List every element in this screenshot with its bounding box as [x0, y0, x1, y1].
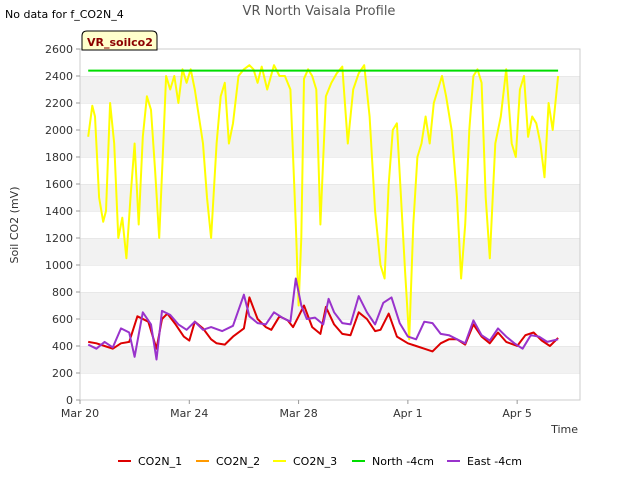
y-tick-label: 1600: [45, 178, 73, 191]
grid-band: [80, 211, 580, 238]
grid-band: [80, 130, 580, 157]
tag-box: [81, 30, 158, 51]
grid-band: [80, 346, 580, 373]
series-line-east-4cm: [87, 277, 559, 361]
no-data-note: No data for f_CO2N_4: [5, 8, 124, 21]
legend-label: North -4cm: [372, 455, 434, 468]
y-tick-label: 1400: [45, 205, 73, 218]
y-tick-label: 2600: [45, 43, 73, 56]
y-tick-label: 2200: [45, 97, 73, 110]
legend-label: CO2N_3: [293, 455, 337, 468]
x-axis-label: Time: [550, 423, 578, 436]
grid-band: [80, 319, 580, 346]
x-tick-label: Mar 28: [279, 407, 317, 420]
y-tick-label: 400: [52, 340, 73, 353]
y-tick-label: 2000: [45, 124, 73, 137]
y-tick-label: 600: [52, 313, 73, 326]
x-tick-label: Apr 1: [393, 407, 423, 420]
y-tick-label: 1000: [45, 259, 73, 272]
y-axis: 0 200 400 600 800 1000 1200 1400 1600 1800 2000 220…: [45, 43, 80, 407]
grid-band: [80, 265, 580, 292]
x-tick-label: Apr 5: [502, 407, 532, 420]
legend-label: CO2N_2: [216, 455, 260, 468]
grid-band: [80, 76, 580, 103]
series-layer: [87, 64, 560, 361]
y-tick-label: 2400: [45, 70, 73, 83]
y-tick-label: 1200: [45, 232, 73, 245]
y-axis-label: Soil CO2 (mV): [8, 187, 21, 264]
y-tick-label: 1800: [45, 151, 73, 164]
grid-band: [80, 373, 580, 400]
grid-band: [80, 103, 580, 130]
legend-label: East -4cm: [467, 455, 522, 468]
tag-text: VR_soilco2: [87, 36, 153, 49]
chart-title: VR North Vaisala Profile: [243, 4, 396, 19]
grid-band: [80, 184, 580, 211]
plot-frame: [79, 48, 581, 401]
y-tick-label: 800: [52, 286, 73, 299]
grid-band: [80, 238, 580, 265]
legend: CO2N_1 CO2N_2 CO2N_3 North -4cm East -4cm: [118, 455, 522, 468]
y-tick-label: 200: [52, 367, 73, 380]
x-tick-label: Mar 20: [61, 407, 99, 420]
legend-label: CO2N_1: [138, 455, 182, 468]
x-tick-label: Mar 24: [170, 407, 208, 420]
tag-label: VR_soilco2: [81, 30, 158, 51]
x-axis: Mar 20 Mar 24 Mar 28 Apr 1 Apr 5: [61, 400, 532, 420]
y-tick-label: 0: [66, 394, 73, 407]
